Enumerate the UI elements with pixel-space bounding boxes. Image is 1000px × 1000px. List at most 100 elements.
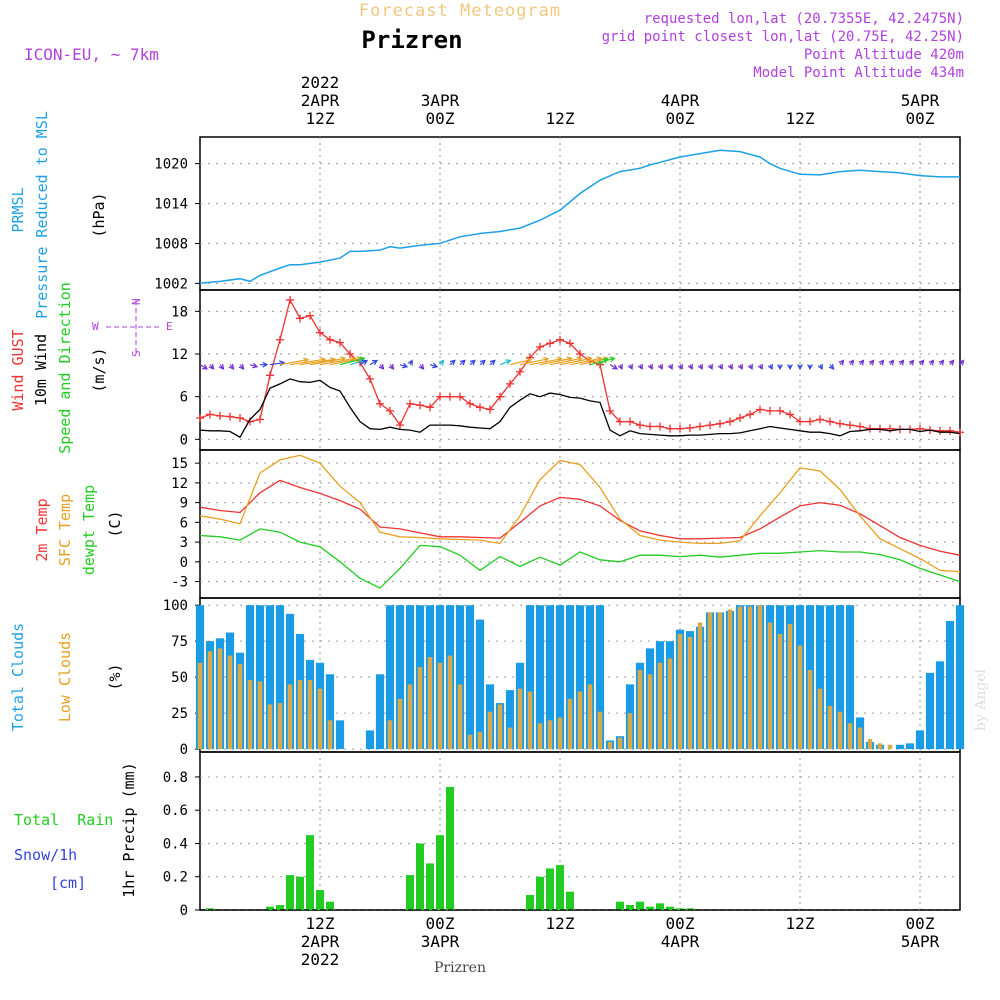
low-clouds-bar [257, 681, 263, 750]
low-clouds-bar [477, 731, 483, 750]
clouds-unit: (%) [106, 663, 124, 690]
low-clouds-bar [267, 704, 273, 750]
wind-direction-arrow [228, 363, 235, 370]
wind-gust-marker [376, 399, 384, 408]
total-clouds-bar [395, 605, 405, 750]
low-clouds-bar [197, 662, 203, 750]
y-tick-label: 75 [171, 634, 188, 650]
wind-gust-marker [666, 424, 674, 433]
y-tick-label: 0.6 [163, 803, 188, 819]
low-clouds-bar [487, 711, 493, 750]
wind-direction-arrow [777, 364, 783, 371]
low-clouds-bar [457, 684, 463, 750]
total-clouds-bar [255, 605, 265, 750]
wind-direction-arrow [757, 363, 763, 370]
wind-direction-arrow [218, 363, 225, 370]
wind-gust-marker [326, 335, 334, 344]
top-time-label: 5APR [901, 91, 940, 110]
wind-gust-marker [806, 417, 814, 426]
wind-gust-marker [766, 406, 774, 415]
wind-gust-marker [776, 406, 784, 415]
bottom-time-label: 12Z [546, 914, 575, 933]
y-tick-label: 12 [171, 347, 188, 363]
y-tick-label: 1020 [154, 157, 188, 173]
total-clouds-bar [335, 720, 345, 750]
wind10-line [199, 378, 961, 439]
pressure-msl-label: Pressure Reduced to MSL [33, 111, 51, 319]
wind-gust-marker [566, 339, 574, 348]
total-clouds-bar [265, 605, 275, 750]
low-clouds-bar [887, 744, 893, 750]
low-clouds-bar [517, 688, 523, 750]
rain-bar [316, 890, 324, 910]
wind-gust-marker [546, 339, 554, 348]
rain-label: Total Rain [14, 811, 113, 829]
wind-gust-marker [866, 424, 874, 433]
y-tick-label: 6 [180, 390, 188, 406]
top-time-label: 12Z [306, 109, 335, 128]
low-clouds-bar [787, 623, 793, 750]
bottom-time-label: 3APR [421, 932, 460, 951]
panel-frame [199, 289, 961, 451]
wind-direction-arrow [868, 359, 875, 366]
total-clouds-bar [405, 605, 415, 750]
wind-gust-marker [486, 405, 494, 414]
y-tick-label: 0 [180, 903, 188, 919]
snow-label: Snow/1h [14, 846, 77, 864]
y-tick-label: 1014 [154, 197, 188, 213]
low-clouds-bar [407, 684, 413, 750]
y-tick-label: 0.8 [163, 770, 188, 786]
wind-direction-arrow [617, 363, 623, 370]
wind-direction-arrow [469, 359, 476, 366]
sfc-temp-label: SFC Temp [56, 494, 74, 566]
y-tick-label: 12 [171, 476, 188, 492]
wind-gust-marker [656, 422, 664, 431]
wind-gust-marker [496, 392, 504, 401]
low-clouds-bar [607, 741, 613, 750]
total-clouds-bar [385, 605, 395, 750]
low-clouds-bar [847, 723, 853, 750]
grid-point-coords: grid point closest lon,lat (20.75E, 42.2… [602, 29, 964, 45]
wind-gust-marker [516, 367, 524, 376]
wind-gust-marker [346, 350, 354, 358]
wind-gust-marker [316, 328, 324, 337]
wind-direction-arrow [238, 363, 245, 370]
wind-direction-arrow [787, 364, 793, 371]
precip-panel: 0 0.2 0.4 0.6 0.8 [163, 751, 961, 919]
low-clouds-bar [317, 688, 323, 750]
top-time-label: 12Z [546, 109, 575, 128]
low-clouds-bar [627, 713, 633, 750]
rain-bar [306, 835, 314, 910]
y-tick-label: 3 [180, 535, 188, 551]
top-time-label: 00Z [666, 109, 695, 128]
bottom-time-label: 12Z [786, 914, 815, 933]
wind-gust-marker [296, 314, 304, 323]
wind-gust-marker [286, 295, 294, 304]
temperature-panel: -3 0 3 6 9 12 15 [171, 449, 961, 599]
wind-gust-marker [436, 392, 444, 401]
total-clouds-bar [545, 605, 555, 750]
pressure-unit: (hPa) [90, 192, 108, 237]
total-clouds-bar [475, 619, 485, 750]
wind-gust-marker [206, 410, 214, 419]
wind-direction-arrow [938, 359, 945, 366]
total-clouds-bar [585, 605, 595, 750]
bottom-time-label: 00Z [666, 914, 695, 933]
low-clouds-bar [547, 720, 553, 750]
rain-bar [276, 905, 284, 910]
wind-direction-arrow [908, 359, 915, 366]
wind-direction-arrow [817, 363, 823, 370]
wind-direction-arrow [797, 364, 803, 371]
low-clouds-bar [717, 612, 723, 750]
top-time-label: 00Z [426, 109, 455, 128]
bottom-time-label: 4APR [661, 932, 700, 951]
wind-gust-marker [216, 411, 224, 420]
low-clouds-bar [867, 739, 873, 750]
wind-direction-arrow [599, 357, 608, 366]
wind-gust-marker [876, 424, 884, 433]
low-clouds-bar [727, 609, 733, 750]
total-clouds-bar [365, 730, 375, 750]
top-time-label: 12Z [786, 109, 815, 128]
low-clouds-bar [277, 703, 283, 750]
